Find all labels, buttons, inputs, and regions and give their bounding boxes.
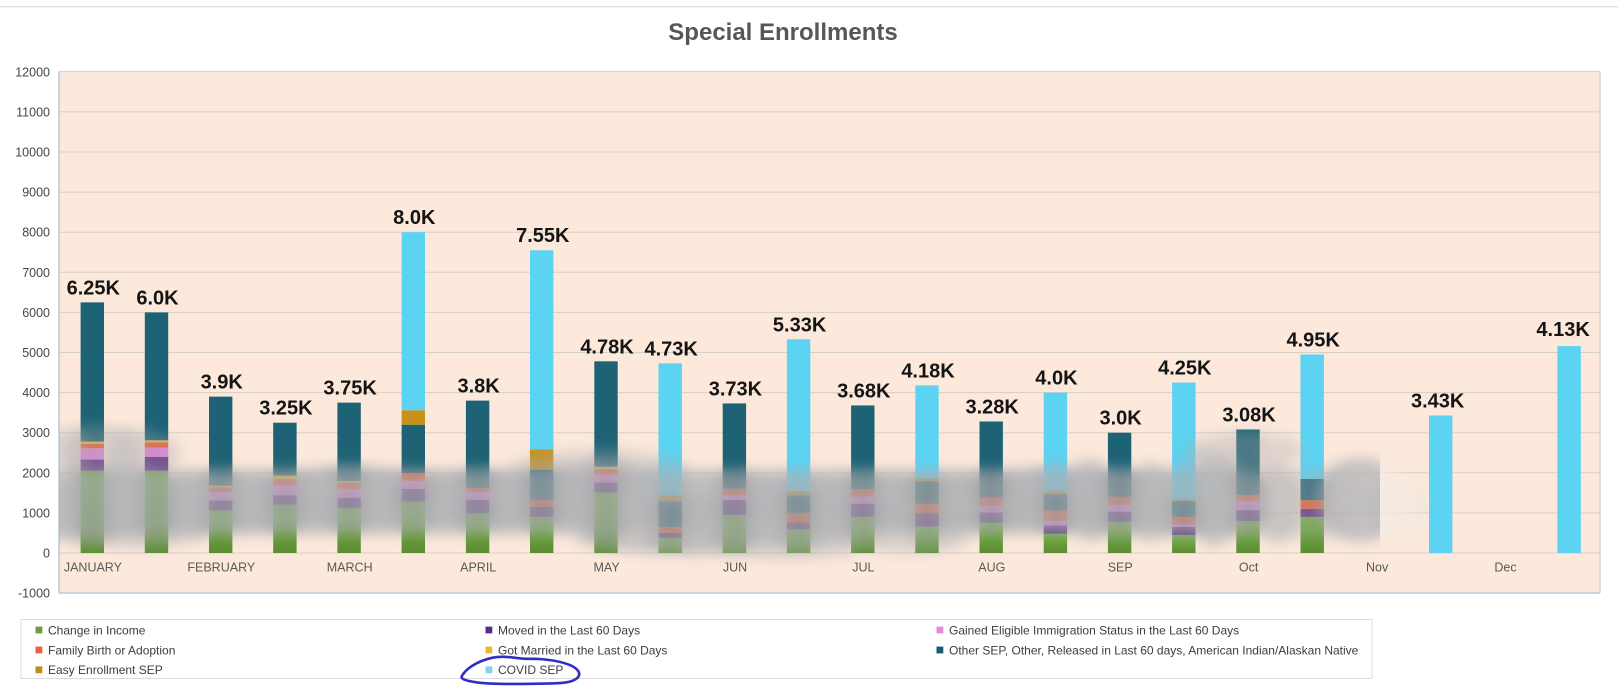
svg-text:5000: 5000 <box>22 346 50 360</box>
svg-text:9000: 9000 <box>22 186 50 200</box>
svg-text:4000: 4000 <box>22 386 50 400</box>
svg-text:Easy Enrollment SEP: Easy Enrollment SEP <box>48 663 163 677</box>
svg-text:Family Birth or Adoption: Family Birth or Adoption <box>48 643 175 657</box>
svg-text:Moved in the Last 60 Days: Moved in the Last 60 Days <box>498 623 640 637</box>
svg-text:4.13K: 4.13K <box>1536 319 1590 341</box>
svg-text:6.25K: 6.25K <box>67 277 121 299</box>
svg-text:Other SEP, Other, Released in: Other SEP, Other, Released in Last 60 da… <box>949 643 1359 657</box>
svg-text:3000: 3000 <box>22 426 50 440</box>
svg-text:3.25K: 3.25K <box>259 398 313 420</box>
svg-text:3.08K: 3.08K <box>1222 405 1276 427</box>
svg-text:6.0K: 6.0K <box>136 287 179 309</box>
svg-text:3.43K: 3.43K <box>1411 391 1465 413</box>
svg-text:4.95K: 4.95K <box>1287 330 1341 352</box>
svg-text:3.75K: 3.75K <box>323 378 377 400</box>
svg-text:4.0K: 4.0K <box>1035 368 1078 390</box>
svg-text:Change in Income: Change in Income <box>48 623 146 637</box>
svg-text:4.73K: 4.73K <box>645 338 699 360</box>
svg-text:7000: 7000 <box>22 266 50 280</box>
svg-text:8000: 8000 <box>22 226 50 240</box>
svg-text:-1000: -1000 <box>18 587 50 601</box>
svg-text:10000: 10000 <box>15 146 50 160</box>
svg-text:7.55K: 7.55K <box>516 225 570 247</box>
svg-text:6000: 6000 <box>22 306 50 320</box>
svg-text:Special Enrollments: Special Enrollments <box>668 19 897 46</box>
svg-text:0: 0 <box>43 547 50 561</box>
svg-text:3.8K: 3.8K <box>457 376 500 398</box>
svg-text:2000: 2000 <box>22 466 50 480</box>
svg-text:3.0K: 3.0K <box>1099 408 1142 430</box>
svg-text:Gained Eligible Immigration St: Gained Eligible Immigration Status in th… <box>949 623 1239 637</box>
svg-text:COVID SEP: COVID SEP <box>498 663 563 677</box>
svg-text:11000: 11000 <box>16 105 50 119</box>
svg-text:3.68K: 3.68K <box>837 380 891 402</box>
svg-text:12000: 12000 <box>15 65 50 79</box>
svg-text:3.73K: 3.73K <box>709 378 763 400</box>
svg-text:4.78K: 4.78K <box>580 336 634 358</box>
svg-text:3.9K: 3.9K <box>201 372 244 394</box>
svg-text:5.33K: 5.33K <box>773 314 827 336</box>
svg-text:4.18K: 4.18K <box>901 360 955 382</box>
svg-text:8.0K: 8.0K <box>393 207 436 229</box>
svg-text:3.28K: 3.28K <box>966 397 1020 419</box>
svg-text:Got Married in the Last 60 Day: Got Married in the Last 60 Days <box>498 643 667 657</box>
svg-text:4.25K: 4.25K <box>1158 358 1212 380</box>
svg-text:1000: 1000 <box>22 506 50 520</box>
